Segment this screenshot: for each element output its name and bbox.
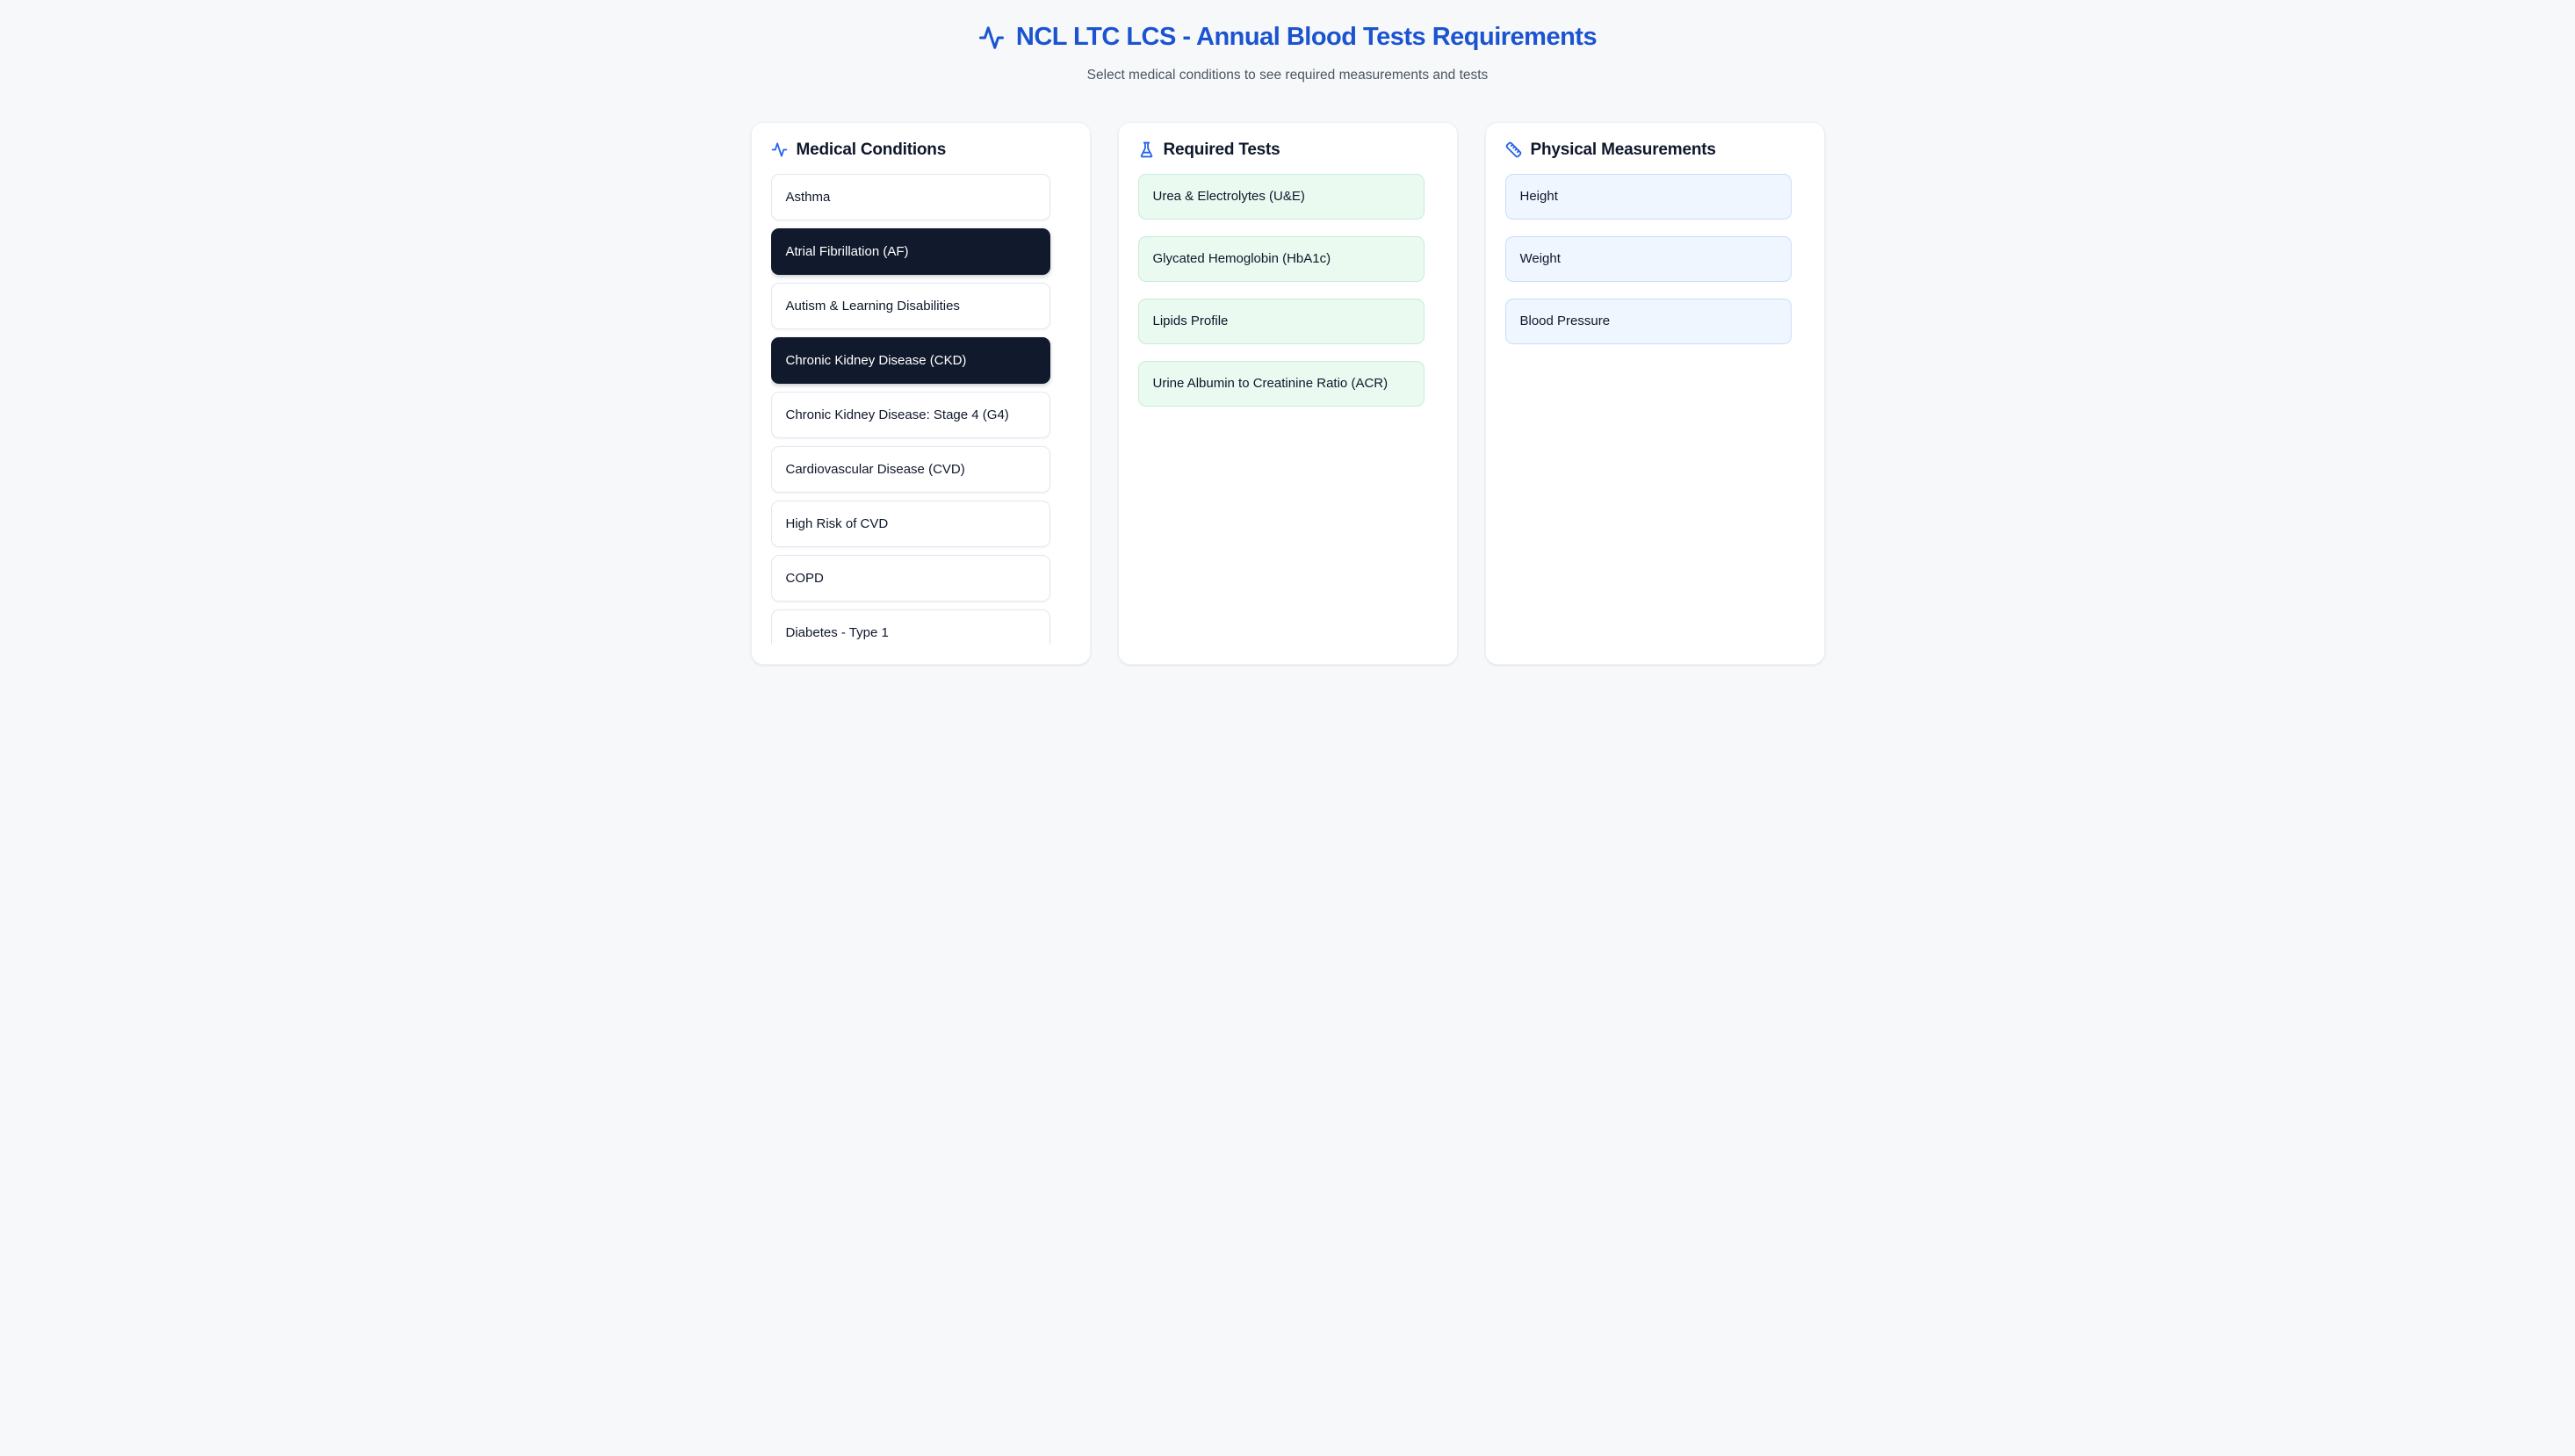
condition-label: Cardiovascular Disease (CVD) bbox=[785, 461, 965, 477]
test-label: Urea & Electrolytes (U&E) bbox=[1152, 189, 1305, 204]
tests-list: Urea & Electrolytes (U&E) Glycated Hemog… bbox=[1137, 173, 1438, 645]
required-tests-title: Required Tests bbox=[1163, 140, 1280, 159]
measurement-label: Height bbox=[1519, 189, 1558, 204]
measurement-item: Blood Pressure bbox=[1504, 298, 1792, 344]
app-header: NCL LTC LCS - Annual Blood Tests Require… bbox=[644, 23, 1931, 83]
measurement-item: Weight bbox=[1504, 235, 1792, 282]
medical-conditions-header: Medical Conditions bbox=[771, 141, 1071, 160]
condition-item[interactable]: Asthma bbox=[770, 173, 1050, 220]
measurement-label: Blood Pressure bbox=[1519, 314, 1611, 328]
condition-item[interactable]: Chronic Kidney Disease (CKD) bbox=[770, 336, 1050, 384]
flask-icon bbox=[1138, 141, 1155, 158]
condition-item[interactable]: High Risk of CVD bbox=[770, 500, 1050, 547]
condition-label: Diabetes - Type 1 bbox=[785, 624, 889, 640]
test-label: Urine Albumin to Creatinine Ratio (ACR) bbox=[1152, 376, 1388, 391]
conditions-list: Asthma Atrial Fibrillation (AF) Autism &… bbox=[770, 173, 1071, 645]
page: NCL LTC LCS - Annual Blood Tests Require… bbox=[644, 0, 1931, 728]
required-tests-panel: Required Tests Urea & Electrolytes (U&E)… bbox=[1117, 121, 1458, 665]
condition-item[interactable]: Diabetes - Type 1 bbox=[770, 609, 1050, 645]
page-subtitle: Select medical conditions to see require… bbox=[1086, 67, 1489, 83]
condition-item[interactable]: Cardiovascular Disease (CVD) bbox=[770, 445, 1050, 493]
condition-label: Autism & Learning Disabilities bbox=[785, 298, 960, 314]
activity-pulse-icon bbox=[978, 25, 1005, 51]
activity-pulse-icon bbox=[771, 141, 788, 158]
test-label: Lipids Profile bbox=[1152, 314, 1229, 328]
condition-item[interactable]: COPD bbox=[770, 554, 1050, 602]
condition-label: Atrial Fibrillation (AF) bbox=[785, 243, 909, 259]
medical-conditions-title: Medical Conditions bbox=[796, 140, 947, 159]
condition-label: Asthma bbox=[785, 189, 831, 205]
physical-measurements-panel: Physical Measurements Height Weight Bloo… bbox=[1484, 121, 1825, 665]
condition-label: Chronic Kidney Disease: Stage 4 (G4) bbox=[785, 407, 1009, 422]
medical-conditions-panel: Medical Conditions Asthma Atrial Fibrill… bbox=[750, 121, 1091, 665]
condition-item[interactable]: Atrial Fibrillation (AF) bbox=[770, 227, 1050, 275]
condition-label: Chronic Kidney Disease (CKD) bbox=[785, 352, 967, 368]
test-item: Lipids Profile bbox=[1137, 298, 1425, 344]
page-title: NCL LTC LCS - Annual Blood Tests Require… bbox=[1015, 23, 1598, 51]
measurements-list: Height Weight Blood Pressure bbox=[1504, 173, 1805, 645]
ruler-icon bbox=[1505, 141, 1522, 158]
physical-measurements-header: Physical Measurements bbox=[1505, 141, 1805, 160]
condition-item[interactable]: Autism & Learning Disabilities bbox=[770, 282, 1050, 329]
condition-label: High Risk of CVD bbox=[785, 515, 889, 531]
test-item: Urea & Electrolytes (U&E) bbox=[1137, 173, 1425, 220]
measurement-label: Weight bbox=[1519, 251, 1561, 266]
condition-item[interactable]: Chronic Kidney Disease: Stage 4 (G4) bbox=[770, 391, 1050, 438]
test-item: Urine Albumin to Creatinine Ratio (ACR) bbox=[1137, 360, 1425, 407]
physical-measurements-title: Physical Measurements bbox=[1530, 140, 1716, 159]
panels-grid: Medical Conditions Asthma Atrial Fibrill… bbox=[750, 121, 1825, 717]
required-tests-header: Required Tests bbox=[1138, 141, 1438, 160]
test-item: Glycated Hemoglobin (HbA1c) bbox=[1137, 235, 1425, 282]
test-label: Glycated Hemoglobin (HbA1c) bbox=[1152, 251, 1331, 266]
condition-label: COPD bbox=[785, 570, 824, 586]
measurement-item: Height bbox=[1504, 173, 1792, 220]
